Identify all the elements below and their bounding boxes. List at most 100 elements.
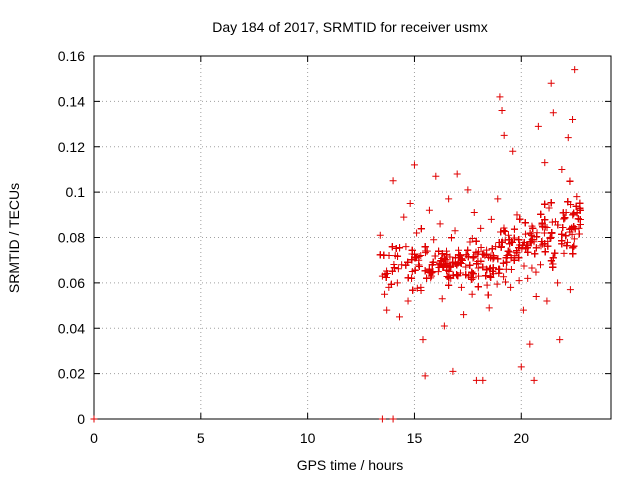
data-point [501,278,509,286]
data-point [472,237,480,245]
data-point [504,231,512,239]
y-tick-label: 0.06 [58,275,85,291]
data-point [378,415,386,423]
data-point [513,249,521,257]
axis-ticks: 0 0.02 0.04 0.06 0.08 0.1 0.12 0.14 0.16 0 5 10 15 20 [58,48,611,446]
data-point [396,244,404,252]
data-point [383,306,391,314]
data-point [524,248,532,256]
data-point [388,267,396,275]
data-point [547,79,555,87]
x-tick-label: 0 [90,430,98,446]
data-point [396,313,403,321]
data-point [487,273,495,281]
data-point [570,209,578,217]
data-point [457,283,465,291]
data-point [443,272,451,280]
data-point [528,231,536,239]
data-point [438,295,446,303]
data-point [475,272,483,280]
data-point [445,195,453,203]
data-point [489,255,497,263]
data-point [469,270,477,278]
data-point [494,195,502,203]
data-point [560,249,568,257]
data-point [528,264,536,272]
x-tick-label: 20 [513,430,529,446]
y-tick-label: 0.12 [58,139,85,155]
data-point [537,261,544,269]
data-point [438,250,446,258]
data-point [515,254,523,262]
data-point [455,251,463,259]
data-point [558,165,566,173]
data-point [413,229,421,237]
data-point [390,264,398,272]
data-point [472,376,480,384]
data-point [571,66,579,74]
data-point [483,250,491,258]
data-point [474,250,482,258]
data-point [390,260,398,268]
data-point [569,250,577,258]
data-point [543,224,551,232]
data-point [466,238,474,246]
data-point [453,271,461,279]
data-point [515,236,523,244]
data-point [564,134,572,142]
data-point [549,263,557,271]
data-point [515,277,523,285]
data-point [504,247,512,255]
data-point [421,243,429,251]
data-point [537,210,545,218]
data-point [421,372,429,380]
data-point [519,306,527,314]
data-point [423,274,431,282]
x-tick-label: 10 [300,430,316,446]
data-point [421,267,429,275]
data-point [383,270,391,278]
data-point [474,283,482,291]
data-point [437,257,445,265]
data-point [518,245,526,253]
data-point [520,262,528,270]
data-point [516,241,524,249]
data-point [466,261,474,269]
data-point [496,93,504,101]
data-point [500,273,508,281]
data-point [404,258,412,266]
data-point [541,248,549,256]
grid [94,56,611,419]
data-point [477,244,485,252]
data-point [415,263,423,271]
data-point [498,106,506,114]
data-point [521,219,529,227]
data-point [381,290,389,298]
data-point [485,304,493,312]
data-point [432,172,440,180]
data-point [462,263,470,271]
data-marks [90,66,584,423]
data-point [411,266,419,274]
data-point [532,244,540,252]
data-point [385,252,393,260]
data-point [576,215,584,223]
data-point [410,161,418,169]
data-point [573,193,581,201]
data-point [570,242,578,250]
data-point [562,232,570,240]
data-point [479,376,487,384]
data-point [468,290,476,298]
data-point [509,147,517,155]
y-tick-label: 0 [77,411,85,427]
data-point [425,206,433,214]
data-point [440,322,448,330]
data-point [436,220,444,228]
data-point [541,159,549,167]
y-tick-label: 0.16 [58,48,85,64]
data-point [376,231,384,239]
data-point [530,376,538,384]
data-point [462,271,470,279]
data-point [482,272,490,280]
data-point [483,281,491,289]
